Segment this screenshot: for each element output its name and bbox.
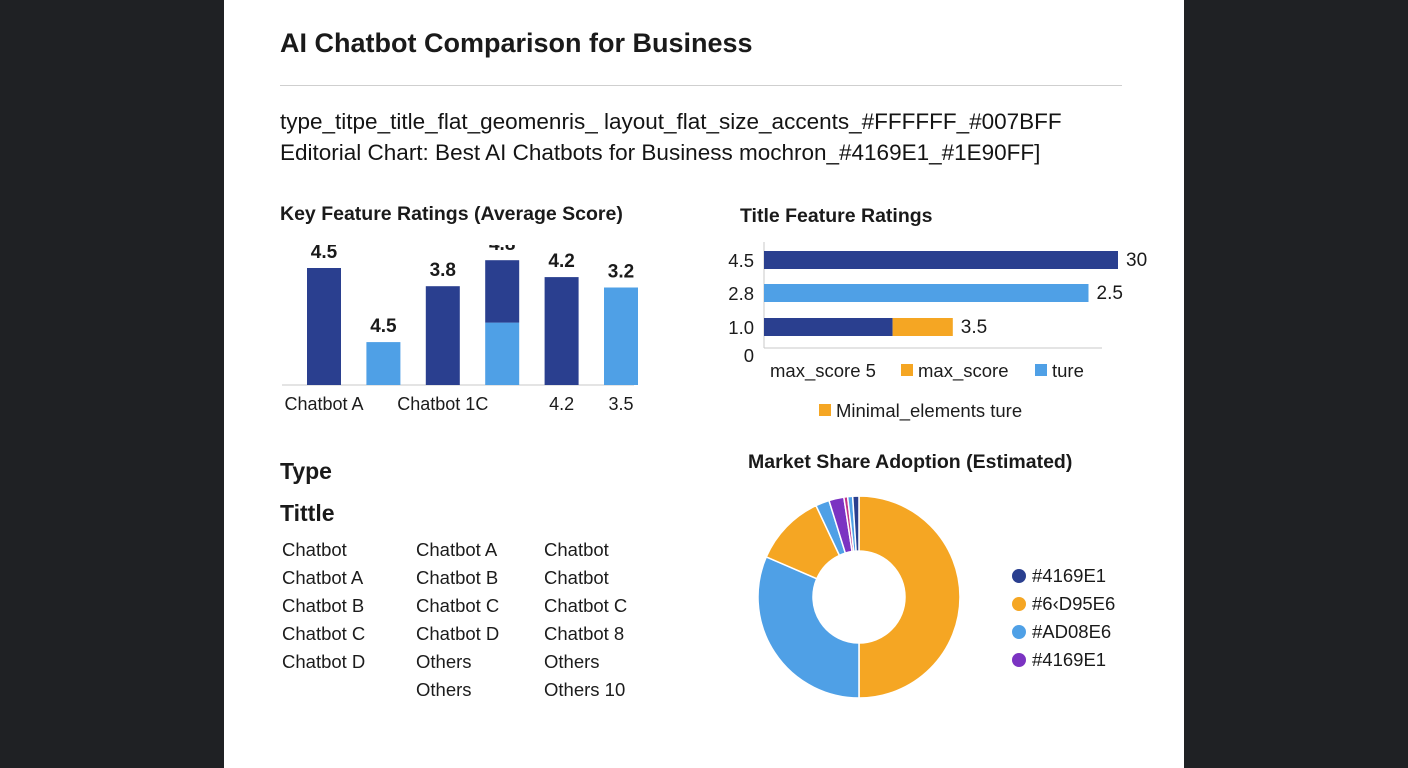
pie-legend-item: #4169E1: [1012, 646, 1115, 674]
hbar-legend-label: max_score 5: [770, 360, 876, 382]
hbar-value-label: 2.5: [1097, 283, 1123, 304]
hbar-legend-marker: [819, 404, 831, 416]
table-cell: Chatbot C: [544, 595, 628, 616]
bar-2-segment-0: [425, 286, 460, 385]
legend-dot: [1012, 625, 1026, 639]
bar-value-label: 4.2: [548, 251, 574, 272]
table-cell: Chatbot B: [416, 567, 499, 588]
table-cell: Chatbot A: [282, 567, 364, 588]
hbar-value-label: 30: [1126, 250, 1147, 271]
hbar-legend-label: ture: [1052, 360, 1084, 381]
table-cell: Others: [416, 651, 472, 672]
bar-category-label: Chatbot A: [284, 394, 363, 414]
pie-legend-item: #AD08E6: [1012, 618, 1115, 646]
bar-3-segment-0: [485, 322, 520, 385]
bar-chart: 4.5 Chatbot A 4.5 3.8 Chatbot 1C 4.8 4.2 4.2 3.2…: [282, 245, 638, 414]
donut-chart: [757, 495, 961, 699]
bar-category-label: 3.5: [608, 394, 633, 414]
pie-legend-label: #AD08E6: [1032, 621, 1112, 642]
table-cell: Others 10: [544, 679, 626, 700]
table-column-3: Chatbot Chatbot Chatbot C Chatbot 8 Others Ot…: [544, 536, 627, 704]
type-heading: Type: [280, 458, 332, 484]
table-column-1: Chatbot Chatbot A Chatbot B Chatbot C Chatbo…: [282, 536, 365, 676]
hbar-tick-label: 2.8: [728, 283, 754, 304]
table-cell: Others: [416, 679, 472, 700]
bar-value-label: 4.8: [489, 245, 515, 255]
hbar-chart-title: Title Feature Ratings: [740, 205, 933, 227]
hbar-legend-marker: [901, 364, 913, 376]
table-cell: Chatbot D: [282, 651, 366, 672]
pie-legend-label: #6‹D95E6: [1032, 593, 1116, 614]
bar-value-label: 3.2: [608, 262, 634, 283]
pie-legend-label: #4169E1: [1032, 565, 1107, 586]
bar-value-label: 4.5: [370, 316, 397, 337]
bar-value-label: 3.8: [430, 260, 456, 281]
document-page: AI Chatbot Comparison for Business type_…: [224, 0, 1184, 768]
table-cell: Chatbot C: [282, 623, 366, 644]
hbar-legend-marker: [1035, 364, 1047, 376]
table-cell: Chatbot D: [416, 623, 500, 644]
hbar-2-segment-1: [892, 318, 953, 336]
page-title: AI Chatbot Comparison for Business: [280, 28, 753, 58]
bar-0-segment-0: [307, 268, 341, 385]
subtitle-line-1: type_titpe_title_flat_geomenris_ layout_…: [280, 109, 1062, 134]
table-cell: Chatbot: [544, 567, 609, 588]
table-cell: Chatbot B: [282, 595, 365, 616]
table-cell: Chatbot: [544, 539, 609, 560]
pie-legend-label: #4169E1: [1032, 649, 1107, 670]
subtitle-line-2: Editorial Chart: Best AI Chatbots for Bu…: [280, 140, 1041, 165]
hbar-0-segment-0: [764, 251, 1118, 269]
legend-dot: [1012, 569, 1026, 583]
donut-slice-0: [858, 495, 961, 699]
table-column-2: Chatbot A Chatbot B Chatbot C Chatbot D Othe…: [416, 536, 499, 704]
hbar-legend-label: Minimal_elements ture: [836, 400, 1022, 422]
pie-legend: #4169E1 #6‹D95E6 #AD08E6 #4169E1: [1012, 562, 1115, 674]
hbar-value-label: 3.5: [961, 317, 987, 338]
hbar-tick-label: 0: [744, 345, 754, 366]
bar-3-segment-1: [485, 260, 520, 323]
bar-1-segment-0: [366, 342, 401, 385]
hbar-tick-label: 1.0: [728, 317, 754, 338]
hbar-legend-label: max_score: [918, 360, 1008, 382]
bar-4-segment-0: [544, 277, 579, 385]
hbar-tick-label: 4.5: [728, 250, 754, 271]
legend-dot: [1012, 653, 1026, 667]
bar-chart-title: Key Feature Ratings (Average Score): [280, 203, 623, 225]
title-heading: Tittle: [280, 500, 335, 526]
table-cell: Chatbot A: [416, 539, 498, 560]
bar-category-label: 4.2: [549, 394, 574, 414]
pie-legend-item: #6‹D95E6: [1012, 590, 1115, 618]
table-cell: Chatbot C: [416, 595, 500, 616]
hbar-chart: 302.5 3.5 4.5 2.8 1.0 0 max_score 5 max_score tu…: [728, 242, 1147, 422]
pie-chart-title: Market Share Adoption (Estimated): [748, 451, 1073, 473]
table-cell: Chatbot 8: [544, 623, 625, 644]
hbar-1-segment-0: [764, 284, 1089, 302]
bar-category-label: Chatbot 1C: [397, 394, 488, 414]
table-cell: Others: [544, 651, 600, 672]
bar-value-label: 4.5: [311, 245, 338, 263]
donut-slice-1: [757, 555, 860, 699]
pie-legend-item: #4169E1: [1012, 562, 1115, 590]
bar-5-segment-0: [604, 287, 638, 385]
donut-slice-7: [851, 495, 860, 552]
title-divider: [280, 85, 1122, 86]
hbar-2-segment-0: [764, 318, 893, 336]
legend-dot: [1012, 597, 1026, 611]
table-cell: Chatbot: [282, 539, 347, 560]
